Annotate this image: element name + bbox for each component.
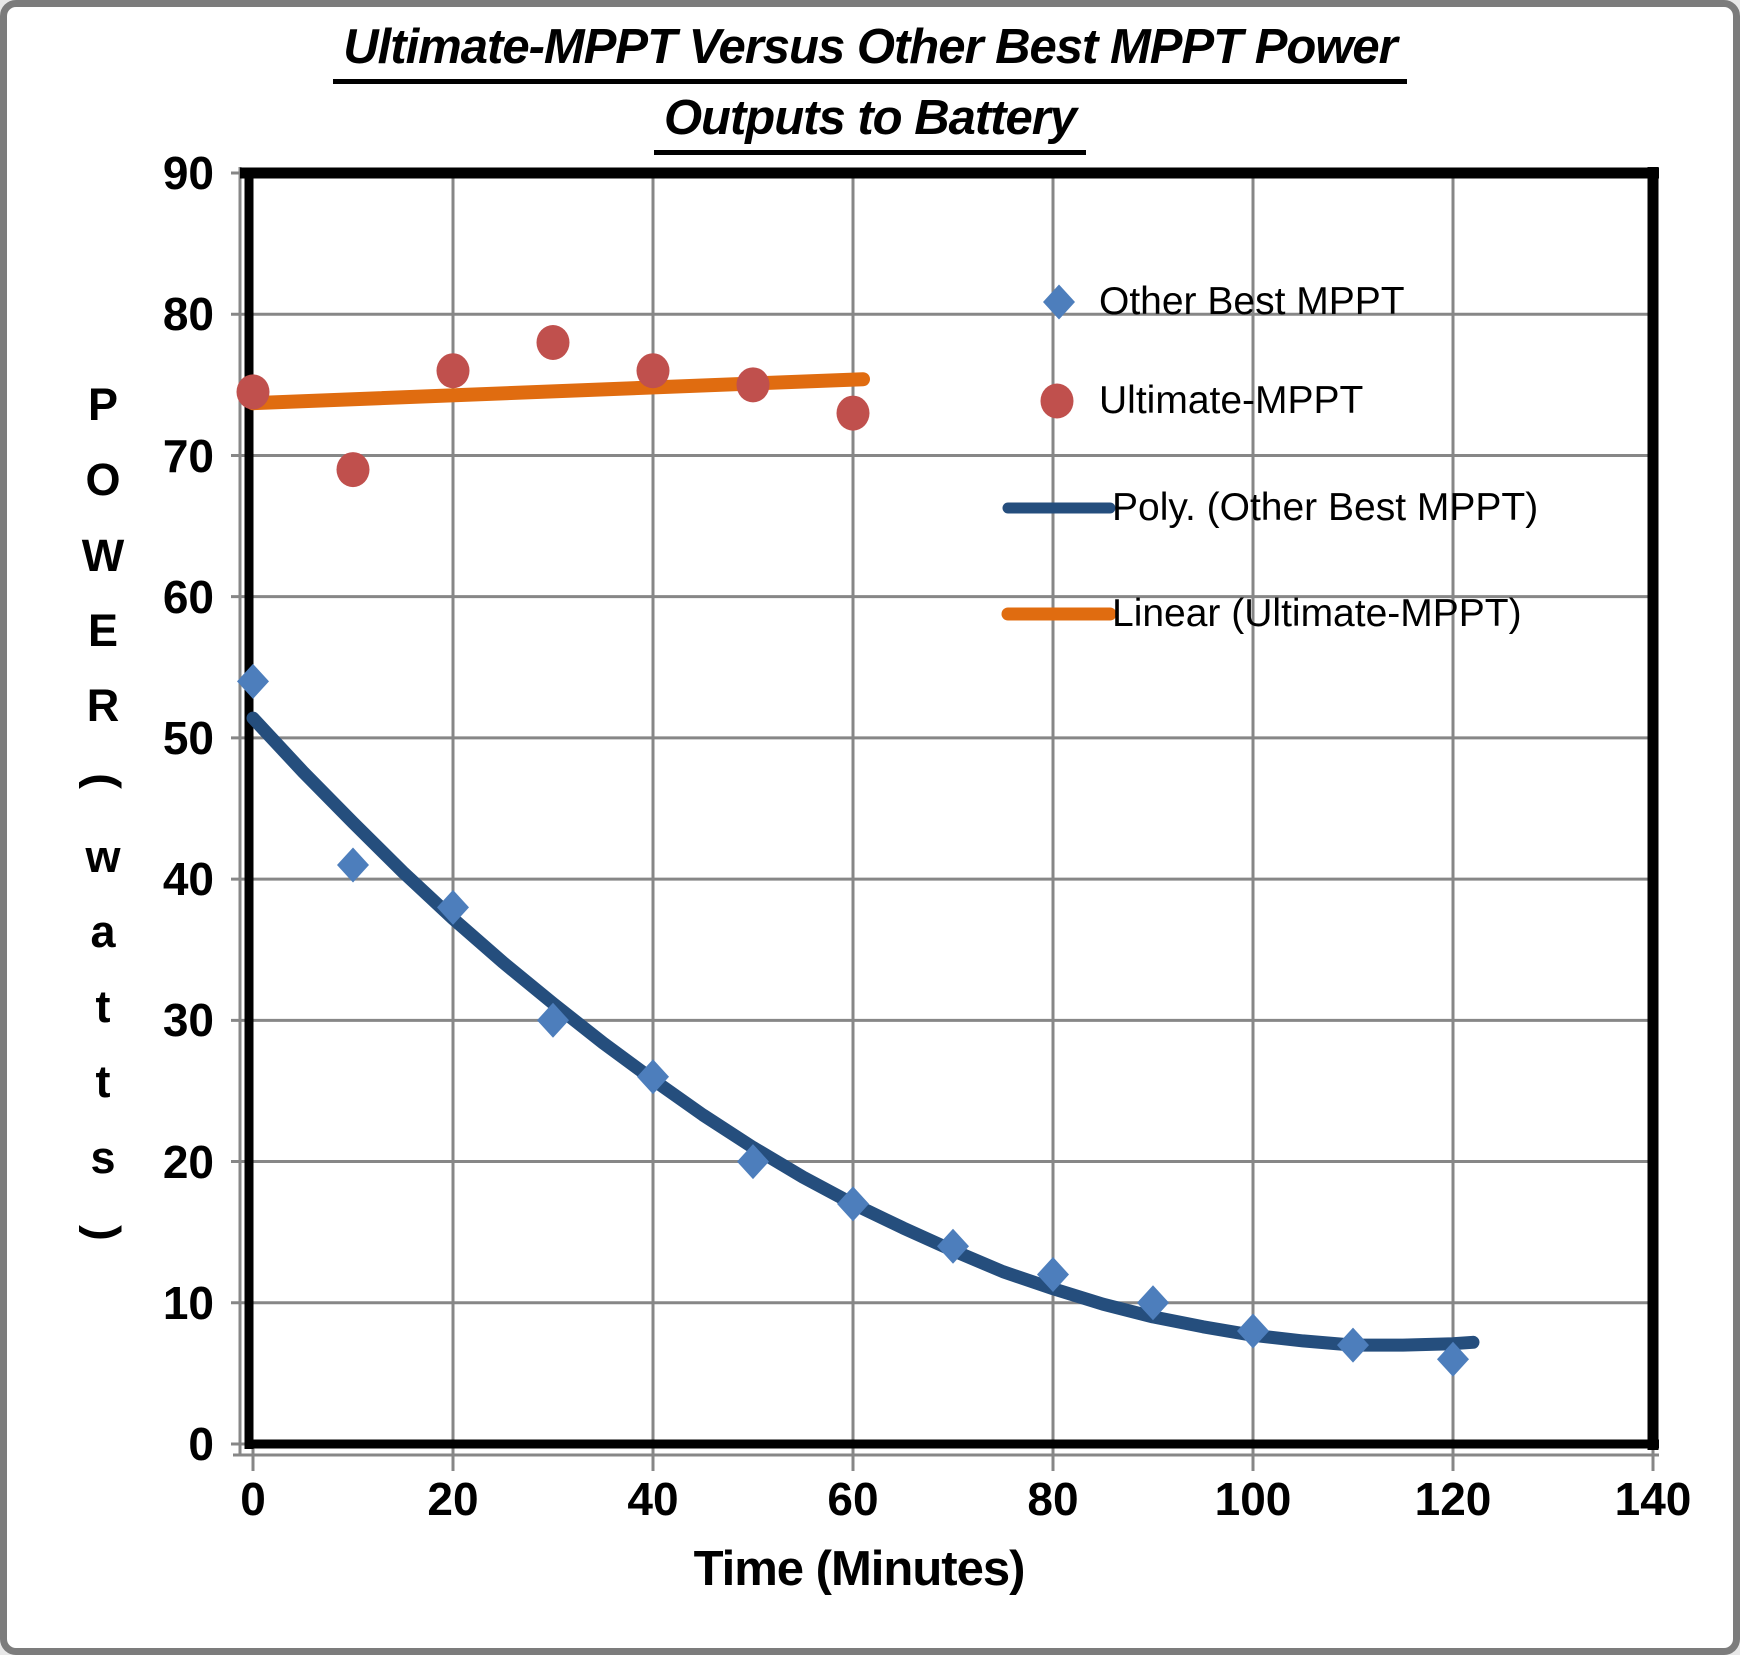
y-tick-40: 40	[163, 853, 214, 905]
y-tick-10: 10	[163, 1277, 214, 1329]
y-axis-letter: s	[90, 1131, 116, 1183]
point-other-best-mppt-x120	[1437, 1341, 1469, 1377]
y-tick-30: 30	[163, 994, 214, 1046]
x-tick-0: 0	[240, 1473, 266, 1525]
point-other-best-mppt-x10	[337, 847, 369, 883]
y-axis-letter: P	[87, 379, 118, 430]
x-axis-tick-labels: 0 20 40 60 80 100 120 140	[240, 1473, 1691, 1525]
y-tick-60: 60	[163, 571, 214, 623]
legend-markers	[1001, 284, 1117, 621]
chart-title-line2: Outputs to Battery	[653, 88, 1087, 155]
y-axis-letter: W	[81, 529, 125, 581]
y-axis-letter: O	[85, 454, 121, 506]
y-tick-70: 70	[163, 430, 214, 482]
point-other-best-mppt-x0	[237, 663, 269, 699]
x-tick-40: 40	[627, 1473, 678, 1525]
legend-label-ultimate-mppt: Ultimate-MPPT	[1099, 379, 1364, 422]
point-ultimate-mppt-x0	[236, 374, 270, 410]
x-tick-80: 80	[1027, 1473, 1078, 1525]
y-axis-letter: w	[85, 830, 121, 882]
point-ultimate-mppt-x40	[636, 353, 670, 389]
point-other-best-mppt-x50	[737, 1144, 769, 1180]
y-axis-letter: R	[86, 680, 120, 732]
point-ultimate-mppt-x50	[736, 367, 770, 403]
x-tick-120: 120	[1415, 1473, 1492, 1525]
point-other-best-mppt-x40	[637, 1059, 669, 1095]
point-other-best-mppt-x20	[437, 889, 469, 925]
y-tick-50: 50	[163, 712, 214, 764]
y-axis-letter: E	[87, 604, 118, 656]
axes-frame	[231, 167, 1659, 1471]
x-tick-100: 100	[1215, 1473, 1292, 1525]
point-other-best-mppt-x60	[837, 1186, 869, 1222]
point-other-best-mppt-x100	[1237, 1313, 1269, 1349]
legend-label-other-best-mppt: Other Best MPPT	[1099, 280, 1405, 323]
point-other-best-mppt-x70	[937, 1228, 969, 1264]
point-other-best-mppt-x110	[1337, 1327, 1369, 1363]
chart-plot-svg: 0 10 20 30 40 50 60 70 80 90 0 20 40 60 …	[163, 147, 1692, 1525]
y-tick-20: 20	[163, 1136, 214, 1188]
point-ultimate-mppt-x30	[536, 324, 570, 360]
x-tick-20: 20	[427, 1473, 478, 1525]
chart-title: Ultimate-MPPT Versus Other Best MPPT Pow…	[7, 17, 1733, 155]
trendline-poly	[246, 711, 1480, 1352]
x-tick-60: 60	[827, 1473, 878, 1525]
point-ultimate-mppt-x10	[336, 452, 370, 488]
point-other-best-mppt-x30	[537, 1002, 569, 1038]
x-tick-140: 140	[1615, 1473, 1692, 1525]
point-other-best-mppt-x90	[1137, 1285, 1169, 1321]
legend-label-poly-trend: Poly. (Other Best MPPT)	[1112, 486, 1539, 529]
trendline-linear	[246, 372, 870, 411]
point-ultimate-mppt-x60	[836, 395, 870, 431]
y-axis-title: P O W E R ( w a t t s )	[63, 379, 143, 1259]
legend-label-linear-trend: Linear (Ultimate-MPPT)	[1112, 592, 1522, 635]
data-points	[236, 324, 1469, 1377]
y-axis-letter-close-paren: )	[78, 1225, 129, 1241]
x-axis-title: Time (Minutes)	[693, 1542, 1026, 1596]
chart-title-line1: Ultimate-MPPT Versus Other Best MPPT Pow…	[333, 17, 1407, 84]
gridlines	[250, 171, 1655, 1444]
y-tick-90: 90	[163, 147, 214, 199]
y-tick-80: 80	[163, 288, 214, 340]
legend-marker-circle	[1040, 383, 1074, 419]
legend-marker-diamond	[1043, 284, 1075, 320]
y-axis-letter: t	[95, 981, 111, 1033]
point-ultimate-mppt-x20	[436, 353, 470, 389]
y-axis-tick-labels: 0 10 20 30 40 50 60 70 80 90	[163, 147, 214, 1470]
y-axis-letter: t	[95, 1056, 111, 1108]
point-other-best-mppt-x80	[1037, 1257, 1069, 1292]
y-tick-0: 0	[188, 1418, 214, 1470]
y-axis-letter-open-paren: (	[78, 773, 129, 790]
y-axis-letter: a	[90, 905, 116, 957]
